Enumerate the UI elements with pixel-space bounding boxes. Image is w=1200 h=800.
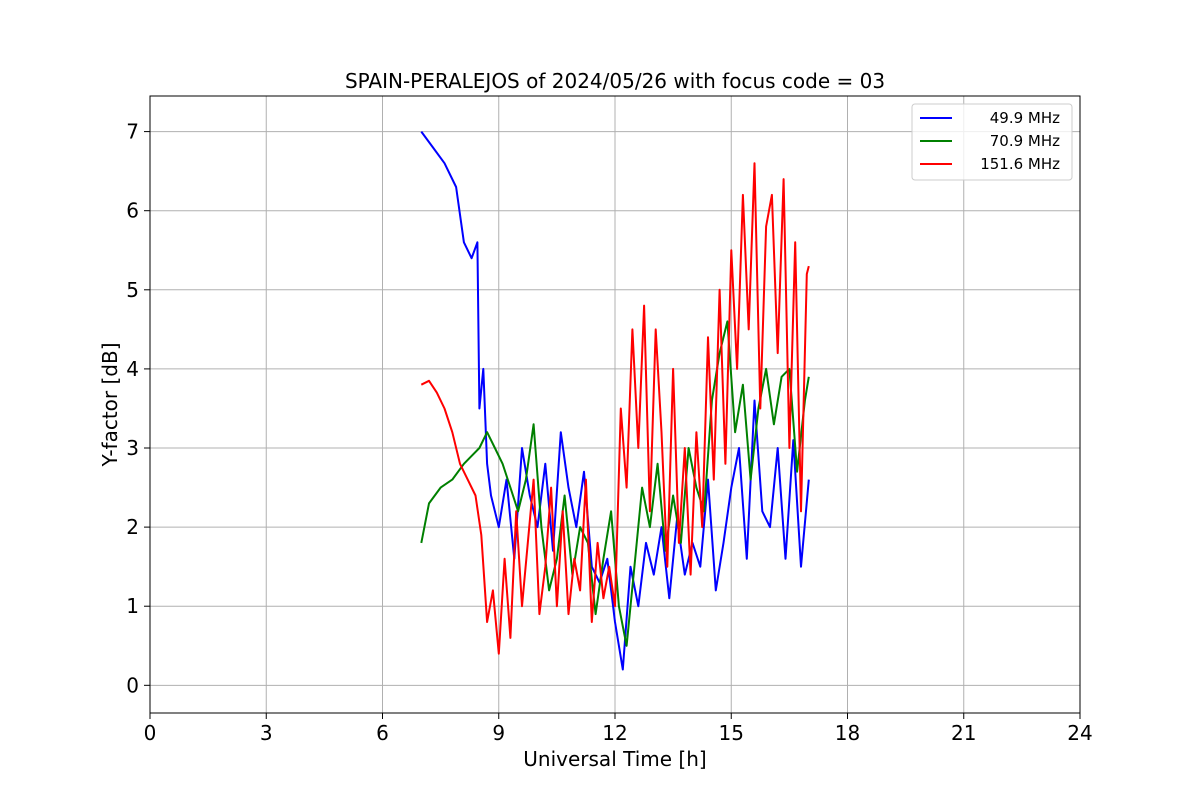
x-tick-label: 15 xyxy=(719,721,744,745)
legend-box xyxy=(911,103,1073,181)
y-tick-label: 2 xyxy=(126,515,139,539)
x-tick-label: 21 xyxy=(951,721,976,745)
y-tick-label: 5 xyxy=(126,278,139,302)
plot-series xyxy=(420,131,810,671)
x-tick-label: 6 xyxy=(376,721,389,745)
legend-label: 49.9 MHz xyxy=(990,109,1060,127)
x-axis-label: Universal Time [h] xyxy=(523,747,706,771)
y-tick-label: 7 xyxy=(126,120,139,144)
y-tick-label: 0 xyxy=(126,673,139,697)
legend-label: 70.9 MHz xyxy=(990,132,1060,150)
x-tick-label: 0 xyxy=(144,721,157,745)
y-tick-label: 3 xyxy=(126,436,139,460)
y-axis-label: Y-factor [dB] xyxy=(98,342,122,467)
x-tick-label: 9 xyxy=(492,721,505,745)
y-tick-label: 1 xyxy=(126,594,139,618)
x-tick-label: 24 xyxy=(1067,721,1092,745)
chart-title: SPAIN-PERALEJOS of 2024/05/26 with focus… xyxy=(345,69,885,93)
x-tick-label: 12 xyxy=(602,721,627,745)
legend-label: 151.6 MHz xyxy=(980,155,1060,173)
series-line-151-6-mhz xyxy=(420,162,810,655)
y-tick-label: 4 xyxy=(126,357,139,381)
series-line-49-9-mhz xyxy=(420,131,810,671)
series-line-70-9-mhz xyxy=(420,320,810,647)
legend: 49.9 MHz 70.9 MHz 151.6 MHz xyxy=(911,103,1073,181)
x-tick-label: 18 xyxy=(835,721,860,745)
x-tick-label: 3 xyxy=(260,721,273,745)
y-tick-label: 6 xyxy=(126,199,139,223)
